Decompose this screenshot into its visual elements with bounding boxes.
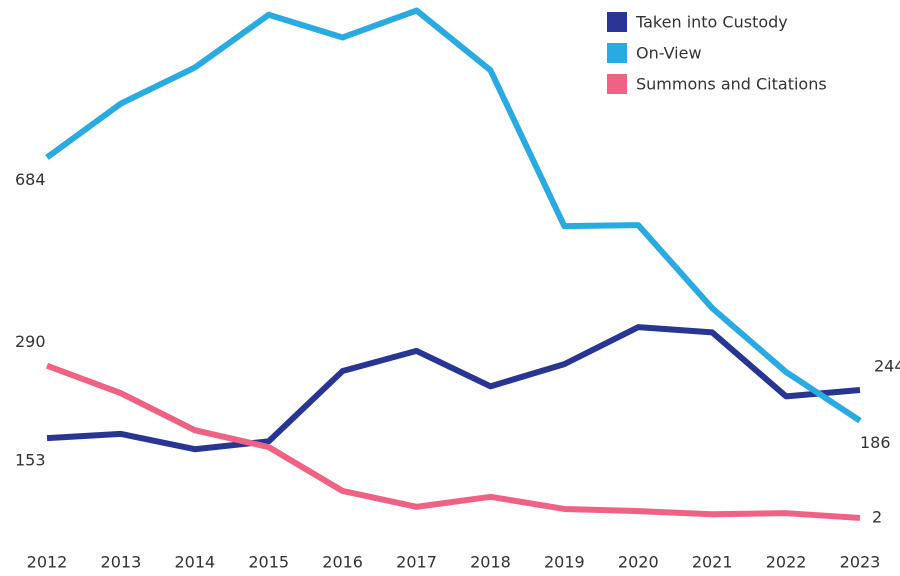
x-tick-label: 2012: [27, 553, 68, 572]
series-line: [45, 7, 862, 424]
x-tick-label: 2017: [396, 553, 437, 572]
series-line: [46, 324, 861, 453]
data-label: 2: [872, 507, 882, 526]
x-tick-label: 2015: [248, 553, 289, 572]
x-tick-label: 2013: [101, 553, 142, 572]
data-label: 290: [15, 332, 46, 351]
data-label: 153: [15, 451, 46, 470]
x-tick-label: 2016: [322, 553, 363, 572]
data-label: 186: [860, 433, 891, 452]
x-tick-label: 2021: [692, 553, 733, 572]
legend-swatch: [607, 12, 627, 32]
x-tick-label: 2022: [766, 553, 807, 572]
legend-swatch: [607, 74, 627, 94]
legend-swatch: [607, 43, 627, 63]
legend-label: Summons and Citations: [636, 75, 827, 94]
series-line: [45, 362, 861, 521]
data-label: 244: [874, 357, 900, 376]
x-tick-label: 2020: [618, 553, 659, 572]
x-tick-label: 2014: [174, 553, 215, 572]
legend-label: Taken into Custody: [635, 13, 788, 32]
legend-label: On-View: [636, 44, 702, 63]
x-tick-label: 2018: [470, 553, 511, 572]
x-tick-label: 2019: [544, 553, 585, 572]
data-label: 684: [15, 170, 46, 189]
x-tick-label: 2023: [840, 553, 881, 572]
